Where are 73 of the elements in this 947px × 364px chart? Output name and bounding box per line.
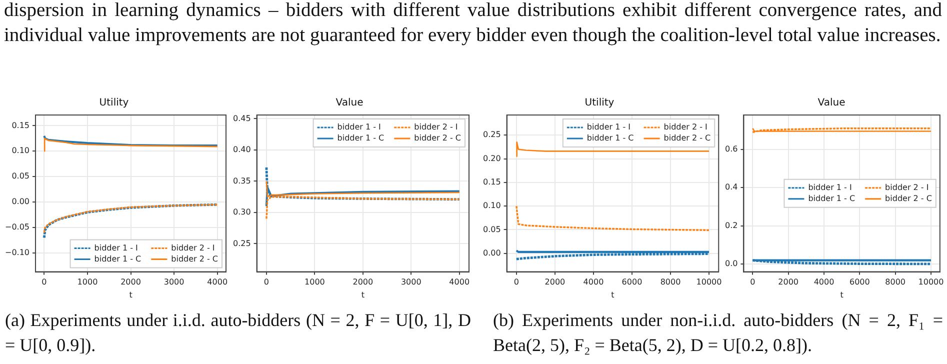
y-tick-label: 0.6: [724, 144, 738, 154]
x-tick-label: 2000: [778, 278, 798, 287]
y-tick-label: 0.0: [724, 259, 738, 268]
x-tick-label: 8000: [660, 278, 681, 287]
y-tick-label: 0.15: [12, 120, 30, 130]
legend-label: bidder 2 - I: [664, 122, 708, 132]
y-tick-label: −0.10: [5, 248, 30, 258]
y-tick-label: 0.40: [233, 145, 251, 154]
chart-title: Utility: [584, 98, 614, 109]
chart-title: Utility: [99, 98, 129, 109]
x-tick-label: 2000: [544, 278, 566, 287]
legend-label: bidder 1 - C: [94, 254, 142, 264]
text: (a) Experiments under i.i.d. auto-bidders (N = 2, F = U[0, 1], D = U[0, 0.9]).: [5, 309, 471, 357]
legend-label: bidder 2 - C: [664, 134, 712, 143]
x-tick-label: 0: [514, 278, 519, 287]
y-tick-label: 0.2: [724, 220, 738, 230]
legend-label: bidder 1 - C: [808, 194, 856, 203]
text: dispersion in learning dynamics – bidders with different value distributions exhibit different convergence rates, and individual value improvements are not guaranteed for every bidder even though the coalition-level total value increases.: [4, 0, 942, 48]
line-series: [42, 203, 219, 239]
x-tick-label: 8000: [885, 278, 906, 287]
y-tick-label: 0.35: [233, 176, 251, 186]
x-tick-label: 1000: [77, 278, 98, 287]
x-tick-label: 6000: [849, 278, 870, 287]
chart-title: Value: [336, 98, 364, 109]
legend-label: bidder 1 - I: [337, 122, 381, 132]
x-tick-label: 0: [750, 278, 756, 287]
x-tick-label: 2000: [352, 278, 374, 287]
y-tick-label: 0.05: [483, 224, 501, 234]
chart-title: Value: [818, 98, 846, 109]
x-axis-title: t: [361, 290, 364, 300]
line-series: [516, 205, 710, 232]
legend-label: bidder 2 - I: [414, 122, 458, 132]
x-tick-label: 0: [264, 278, 270, 287]
x-tick-label: 4000: [207, 278, 228, 287]
x-axis-title: t: [129, 290, 132, 300]
x-tick-label: 0: [42, 278, 47, 287]
legend-label: bidder 2 - I: [885, 182, 929, 192]
legend-label: bidder 1 - I: [586, 122, 631, 132]
y-tick-label: 0.15: [483, 177, 501, 186]
x-axis-title: t: [840, 290, 844, 300]
x-tick-label: 1000: [304, 278, 325, 287]
x-tick-label: 2000: [120, 278, 141, 287]
legend-label: bidder 1 - I: [94, 243, 138, 252]
x-tick-label: 3000: [164, 278, 184, 287]
y-tick-label: −0.05: [5, 222, 30, 232]
x-tick-label: 6000: [622, 278, 642, 287]
line-series: [43, 204, 218, 234]
x-tick-label: 10000: [696, 278, 722, 287]
legend-label: bidder 1 - I: [808, 182, 852, 192]
text: (b) Experiments under non-i.i.d. auto-bidders (N = 2, F₁ = Beta(2, 5), F₂ = Beta(5, 2), D = U[0.2, 0.8]).: [493, 309, 943, 357]
y-tick-label: 0.10: [483, 201, 501, 210]
y-tick-label: 0.00: [12, 197, 30, 206]
x-tick-label: 10000: [918, 278, 944, 287]
x-axis-title: t: [611, 290, 614, 300]
y-tick-label: 0.25: [483, 130, 501, 140]
y-tick-label: 0.25: [233, 238, 251, 248]
legend-label: bidder 2 - C: [885, 194, 932, 203]
y-tick-label: 0.30: [233, 208, 251, 217]
legend-label: bidder 2 - C: [414, 134, 462, 143]
x-tick-label: 4000: [814, 278, 834, 287]
y-tick-label: 0.20: [483, 154, 501, 163]
y-tick-label: 0.45: [233, 114, 251, 123]
y-tick-label: 0.4: [724, 182, 738, 192]
legend-label: bidder 1 - C: [586, 134, 634, 143]
x-tick-label: 4000: [583, 278, 604, 287]
y-tick-label: 0.10: [12, 146, 30, 156]
legend-label: bidder 1 - C: [337, 134, 385, 143]
y-tick-label: 0.00: [483, 248, 501, 258]
x-tick-label: 4000: [449, 278, 470, 287]
legend-label: bidder 2 - C: [171, 254, 218, 264]
y-tick-label: 0.05: [12, 172, 30, 181]
x-tick-label: 3000: [400, 278, 422, 287]
legend-label: bidder 2 - I: [171, 243, 215, 252]
